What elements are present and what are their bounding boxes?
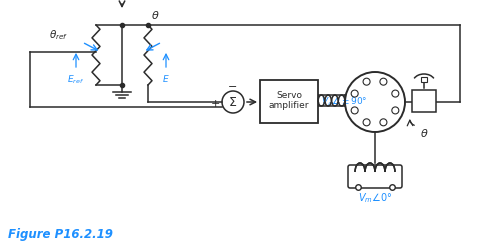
Text: $-$: $-$ (227, 80, 237, 90)
Text: $E$: $E$ (162, 73, 170, 84)
Text: $+$: $+$ (210, 98, 220, 108)
FancyBboxPatch shape (348, 165, 402, 188)
Text: Figure P16.2.19: Figure P16.2.19 (8, 227, 113, 240)
Bar (421, 78, 427, 83)
Bar (260, 81, 318, 124)
Text: $\theta$: $\theta$ (151, 9, 160, 21)
Text: $\Sigma$: $\Sigma$ (228, 95, 238, 108)
Text: $V_a\angle\pm90°$: $V_a\angle\pm90°$ (321, 95, 368, 107)
Text: $V_m\angle 0°$: $V_m\angle 0°$ (358, 190, 392, 204)
Text: Servo
amplifier: Servo amplifier (269, 90, 309, 110)
Text: $E_{ref}$: $E_{ref}$ (67, 73, 84, 85)
Text: $\theta_{ref}$: $\theta_{ref}$ (49, 28, 68, 42)
Bar (412, 91, 436, 112)
Text: $\theta$: $\theta$ (420, 126, 429, 138)
